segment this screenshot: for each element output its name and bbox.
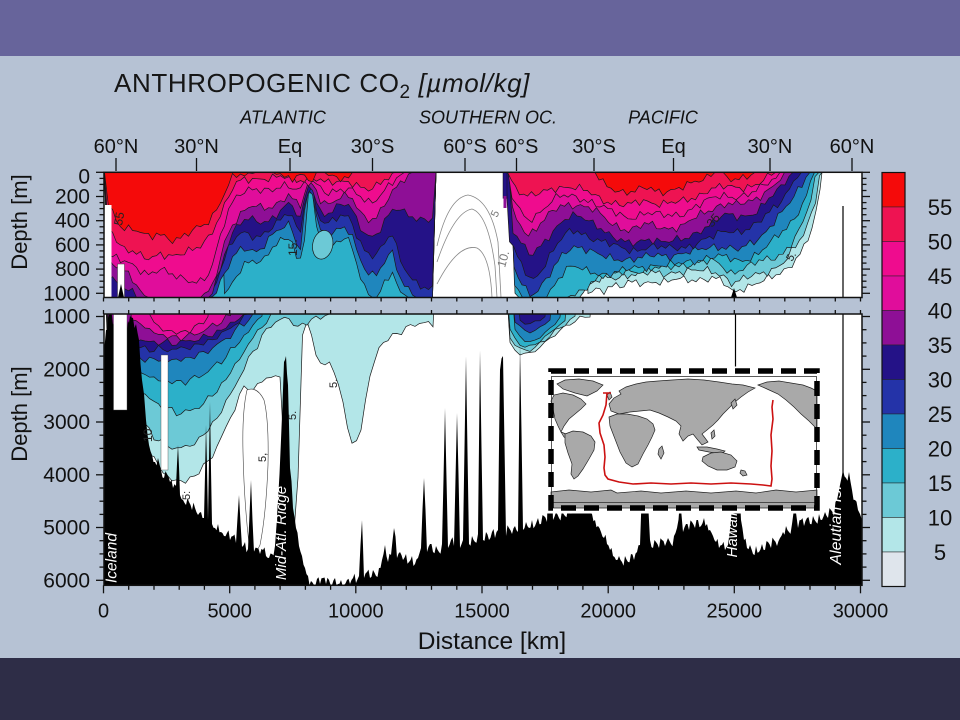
svg-text:20000: 20000 — [580, 601, 636, 623]
svg-text:Depth [m]: Depth [m] — [7, 174, 32, 269]
svg-text:15000: 15000 — [454, 601, 510, 623]
svg-text:55: 55 — [111, 211, 127, 227]
svg-text:3000: 3000 — [43, 411, 90, 434]
svg-text:0: 0 — [98, 601, 109, 623]
svg-text:Depth [m]: Depth [m] — [7, 366, 32, 461]
svg-text:600: 600 — [55, 234, 90, 257]
svg-text:20: 20 — [928, 437, 952, 462]
svg-text:Eq: Eq — [278, 136, 302, 158]
svg-text:25: 25 — [928, 402, 952, 427]
svg-text:ANTHROPOGENIC CO2 [µmol/kg]: ANTHROPOGENIC CO2 [µmol/kg] — [114, 68, 530, 103]
svg-text:200: 200 — [55, 186, 90, 209]
svg-text:60°S: 60°S — [495, 136, 539, 158]
svg-text:Mid-Atl. Ridge: Mid-Atl. Ridge — [273, 486, 290, 580]
svg-text:PACIFIC: PACIFIC — [628, 108, 699, 128]
svg-text:30: 30 — [928, 368, 952, 393]
svg-text:50: 50 — [928, 230, 952, 255]
svg-text:5: 5 — [934, 540, 946, 565]
svg-text:30°N: 30°N — [174, 136, 219, 158]
svg-text:5:: 5: — [181, 491, 193, 500]
svg-text:SOUTHERN OC.: SOUTHERN OC. — [419, 108, 557, 128]
svg-text:5000: 5000 — [43, 517, 90, 540]
svg-text:10: 10 — [141, 428, 155, 442]
svg-text:0: 0 — [78, 165, 90, 188]
svg-text:800: 800 — [55, 258, 90, 281]
svg-text:30°S: 30°S — [572, 136, 616, 158]
svg-text:ATLANTIC: ATLANTIC — [239, 108, 327, 128]
svg-text:45: 45 — [928, 264, 952, 289]
svg-text:Iceland: Iceland — [104, 532, 121, 583]
svg-text:2000: 2000 — [43, 358, 90, 381]
svg-text:5.: 5. — [287, 411, 299, 420]
svg-text:5.: 5. — [328, 379, 340, 388]
svg-text:400: 400 — [55, 210, 90, 233]
svg-text:6000: 6000 — [43, 569, 90, 592]
svg-text:Distance [km]: Distance [km] — [418, 628, 566, 655]
svg-text:60°N: 60°N — [830, 136, 875, 158]
svg-text:5000: 5000 — [207, 601, 252, 623]
svg-text:35: 35 — [928, 333, 952, 358]
svg-text:60°N: 60°N — [94, 136, 139, 158]
svg-text:Aleutian Is.: Aleutian Is. — [828, 485, 845, 565]
svg-text:40: 40 — [928, 299, 952, 324]
svg-text:10: 10 — [928, 506, 952, 531]
svg-text:10.: 10. — [494, 249, 512, 269]
svg-text:15.: 15. — [286, 239, 300, 256]
svg-text:5,: 5, — [257, 453, 269, 462]
svg-text:Hawaii: Hawaii — [724, 512, 741, 558]
svg-text:4000: 4000 — [43, 464, 90, 487]
svg-text:10000: 10000 — [328, 601, 384, 623]
svg-text:55: 55 — [928, 195, 952, 220]
svg-text:Eq: Eq — [661, 136, 685, 158]
svg-text:15: 15 — [928, 471, 952, 496]
svg-text:5: 5 — [489, 209, 502, 220]
svg-text:25000: 25000 — [706, 601, 762, 623]
svg-text:1000: 1000 — [43, 306, 90, 329]
svg-text:30°S: 30°S — [351, 136, 395, 158]
svg-text:1000: 1000 — [43, 282, 90, 305]
svg-text:30000: 30000 — [833, 601, 889, 623]
svg-text:60°S: 60°S — [443, 136, 487, 158]
svg-text:30°N: 30°N — [748, 136, 793, 158]
